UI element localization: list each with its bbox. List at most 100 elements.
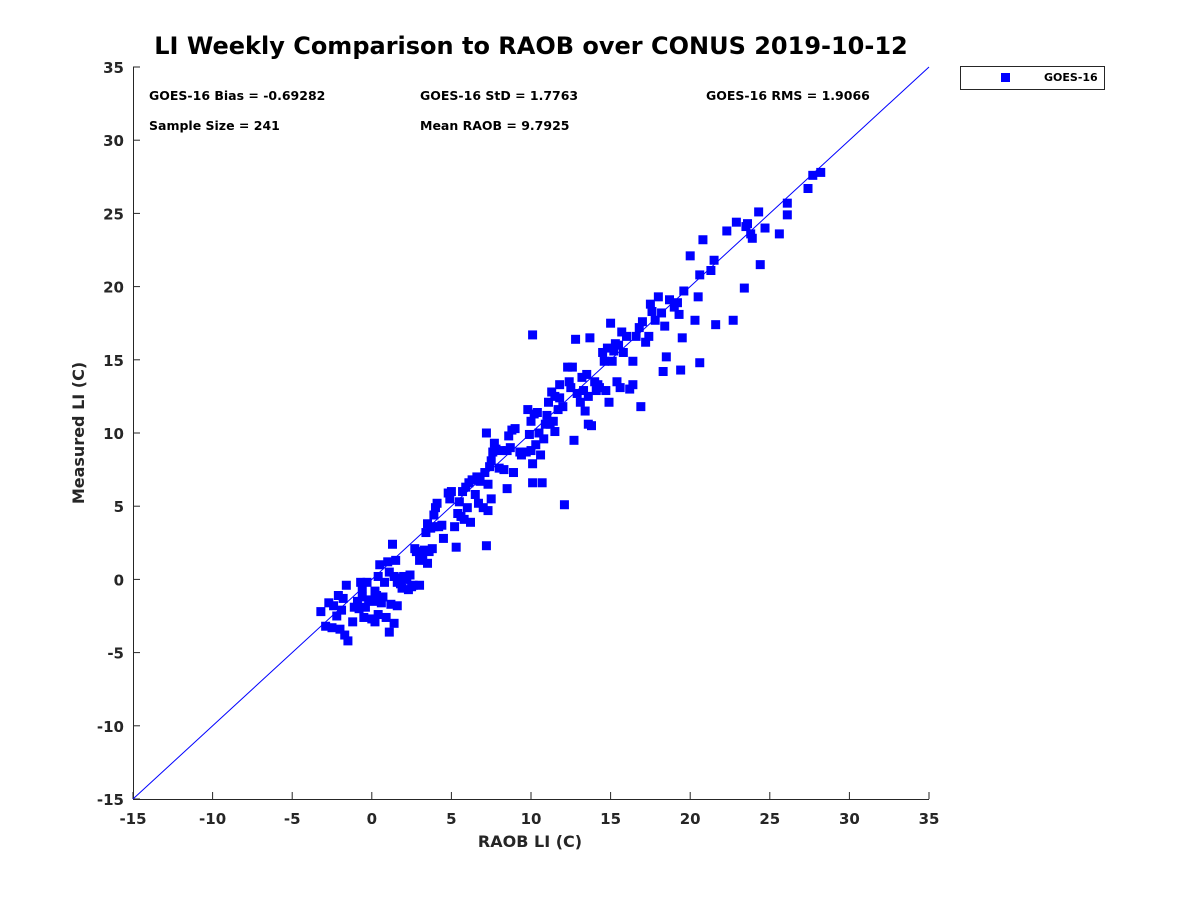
data-point: [617, 327, 627, 337]
stat-rms: GOES-16 RMS = 1.9066: [706, 88, 870, 103]
stat-std: GOES-16 StD = 1.7763: [420, 88, 578, 103]
data-point: [327, 623, 337, 633]
data-point: [357, 592, 367, 602]
data-point: [380, 577, 390, 587]
data-point: [324, 598, 334, 608]
data-point: [628, 356, 638, 366]
data-point: [550, 391, 560, 401]
data-point: [467, 475, 477, 485]
data-point: [473, 498, 483, 508]
data-point: [421, 528, 431, 538]
data-point: [451, 542, 461, 552]
x-tick-label: 0: [367, 810, 377, 828]
data-point: [437, 520, 447, 530]
data-point: [340, 630, 350, 640]
y-tick-label: 0: [114, 571, 124, 589]
data-point: [454, 497, 464, 507]
data-point: [499, 465, 509, 475]
data-point: [709, 255, 719, 265]
data-point: [602, 343, 612, 353]
data-point: [660, 321, 670, 331]
data-point: [706, 265, 716, 275]
x-axis-label: RAOB LI (C): [478, 832, 582, 851]
data-point: [622, 331, 632, 341]
y-tick-label: 10: [103, 425, 124, 443]
data-point: [637, 317, 647, 327]
data-point: [384, 567, 394, 577]
data-point: [566, 383, 576, 393]
data-point: [658, 367, 668, 377]
data-point: [335, 624, 345, 634]
data-point: [337, 605, 347, 615]
y-tick-label: -10: [97, 718, 124, 736]
data-point: [372, 591, 382, 601]
data-point: [695, 358, 705, 368]
data-point: [711, 320, 721, 330]
data-point: [553, 405, 563, 415]
data-point: [502, 484, 512, 494]
data-point: [609, 346, 619, 356]
data-point: [405, 570, 415, 580]
data-point: [558, 402, 568, 412]
data-point: [599, 356, 609, 366]
data-point: [540, 419, 550, 429]
chart-title: LI Weekly Comparison to RAOB over CONUS …: [154, 32, 907, 60]
data-point: [427, 544, 437, 554]
x-tick-label: -15: [119, 810, 146, 828]
data-point: [526, 416, 536, 426]
data-point: [532, 408, 542, 418]
data-point: [494, 463, 504, 473]
data-point: [672, 298, 682, 308]
data-point: [803, 184, 813, 194]
data-point: [524, 429, 534, 439]
data-point: [577, 372, 587, 382]
data-point: [579, 386, 589, 396]
data-point: [575, 397, 585, 407]
data-point: [375, 560, 385, 570]
data-point: [754, 207, 764, 217]
data-point: [674, 309, 684, 319]
data-point: [636, 402, 646, 412]
data-point: [585, 333, 595, 343]
data-point: [743, 219, 753, 229]
data-point: [782, 198, 792, 208]
data-point: [450, 522, 460, 532]
data-point: [774, 229, 784, 239]
data-point: [359, 612, 369, 622]
data-point: [685, 251, 695, 261]
data-point: [481, 428, 491, 438]
data-point: [615, 383, 625, 393]
data-point: [419, 545, 429, 555]
data-point: [534, 428, 544, 438]
data-point: [650, 315, 660, 325]
data-point: [478, 503, 488, 513]
data-point: [528, 330, 538, 340]
data-point: [373, 610, 383, 620]
data-point: [418, 554, 428, 564]
data-point: [548, 416, 558, 426]
legend-box: [960, 66, 1105, 90]
data-point: [531, 440, 541, 450]
data-point: [555, 380, 565, 390]
data-point: [586, 421, 596, 431]
data-point: [362, 577, 372, 587]
data-point: [329, 601, 339, 611]
data-point: [348, 617, 358, 627]
data-point: [354, 604, 364, 614]
data-point: [343, 636, 353, 646]
data-point: [429, 510, 439, 520]
data-point: [582, 369, 592, 379]
y-tick-label: 5: [114, 498, 124, 516]
x-tick-label: -5: [284, 810, 301, 828]
data-point: [755, 260, 765, 270]
data-point: [316, 607, 326, 617]
data-point: [695, 270, 705, 280]
data-point: [580, 406, 590, 416]
data-point: [523, 405, 533, 415]
data-point: [415, 580, 425, 590]
data-point: [641, 337, 651, 347]
data-point: [634, 323, 644, 333]
x-tick-label: 10: [521, 810, 542, 828]
y-tick-label: 25: [103, 205, 124, 223]
